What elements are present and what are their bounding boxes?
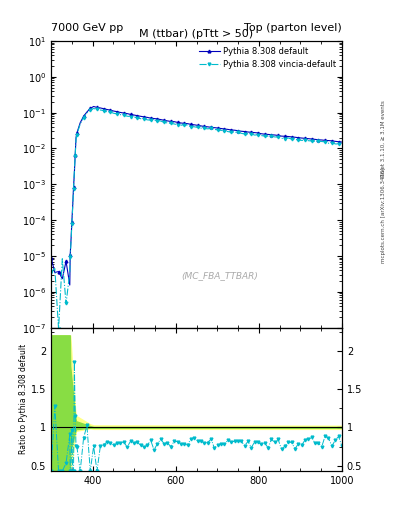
- Pythia 8.308 default: [165, 118, 170, 124]
- Y-axis label: Ratio to Pythia 8.308 default: Ratio to Pythia 8.308 default: [19, 344, 28, 455]
- Pythia 8.308 default: [91, 103, 96, 110]
- Pythia 8.308 vincia-default: [155, 118, 160, 124]
- Pythia 8.308 vincia-default: [340, 140, 344, 146]
- Legend: Pythia 8.308 default, Pythia 8.308 vincia-default: Pythia 8.308 default, Pythia 8.308 vinci…: [195, 44, 340, 72]
- Pythia 8.308 vincia-default: [91, 105, 96, 112]
- Text: Rivet 3.1.10, ≥ 3.1M events: Rivet 3.1.10, ≥ 3.1M events: [381, 100, 386, 177]
- Pythia 8.308 vincia-default: [222, 127, 227, 134]
- Pythia 8.308 default: [115, 109, 119, 115]
- Pythia 8.308 vincia-default: [269, 133, 274, 139]
- Pythia 8.308 default: [222, 126, 227, 132]
- Text: mcplots.cern.ch [arXiv:1306.3436]: mcplots.cern.ch [arXiv:1306.3436]: [381, 167, 386, 263]
- Title: M (ttbar) (pTtt > 50): M (ttbar) (pTtt > 50): [140, 29, 253, 39]
- Pythia 8.308 default: [68, 282, 72, 288]
- Pythia 8.308 vincia-default: [115, 111, 119, 117]
- Text: 7000 GeV pp: 7000 GeV pp: [51, 23, 123, 33]
- Pythia 8.308 vincia-default: [84, 110, 89, 116]
- Pythia 8.308 default: [49, 254, 53, 261]
- Pythia 8.308 vincia-default: [49, 269, 53, 275]
- Pythia 8.308 default: [84, 109, 89, 115]
- Pythia 8.308 vincia-default: [56, 326, 61, 332]
- Pythia 8.308 default: [155, 116, 160, 122]
- Pythia 8.308 default: [269, 132, 274, 138]
- Line: Pythia 8.308 vincia-default: Pythia 8.308 vincia-default: [50, 107, 343, 330]
- Line: Pythia 8.308 default: Pythia 8.308 default: [50, 105, 343, 286]
- Text: (MC_FBA_TTBAR): (MC_FBA_TTBAR): [181, 271, 258, 281]
- Text: Top (parton level): Top (parton level): [244, 23, 342, 33]
- Pythia 8.308 vincia-default: [165, 120, 170, 126]
- Pythia 8.308 default: [340, 139, 344, 145]
